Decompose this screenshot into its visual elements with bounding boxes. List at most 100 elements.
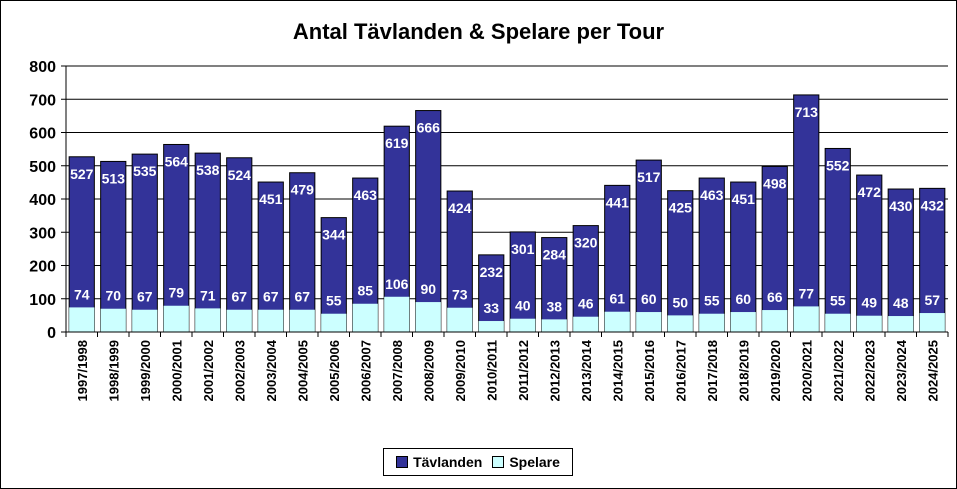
legend-swatch-tavlanden — [396, 456, 409, 468]
data-label-tavlanden: 425 — [669, 200, 693, 216]
data-label-spelare: 61 — [609, 291, 625, 307]
data-label-spelare: 55 — [704, 293, 720, 309]
x-tick-label: 1999/2000 — [138, 340, 153, 401]
bar-tavlanden — [919, 187, 946, 333]
data-label-tavlanden: 284 — [543, 247, 567, 263]
data-label-tavlanden: 451 — [732, 191, 756, 207]
x-tick-label: 2003/2004 — [264, 339, 279, 401]
data-label-tavlanden: 479 — [291, 182, 315, 198]
data-label-spelare: 85 — [357, 283, 373, 299]
bar-spelare — [384, 296, 410, 332]
x-tick-label: 1997/1998 — [75, 340, 90, 401]
bar-tavlanden — [194, 152, 221, 333]
x-tick-label: 2013/2014 — [579, 339, 594, 401]
bars — [68, 94, 946, 333]
bar-tavlanden — [131, 153, 158, 333]
bar-spelare — [195, 308, 221, 332]
x-tick-label: 2012/2013 — [547, 340, 562, 401]
bar-spelare — [289, 309, 315, 332]
data-label-spelare: 67 — [137, 289, 153, 305]
data-label-tavlanden: 451 — [259, 191, 283, 207]
x-tick-label: 2021/2022 — [831, 340, 846, 401]
legend-label-tavlanden: Tävlanden — [413, 454, 483, 470]
data-label-tavlanden: 524 — [228, 167, 252, 183]
x-tick-label: 1998/1999 — [106, 340, 121, 401]
bar-spelare — [352, 303, 378, 332]
bar-tavlanden — [730, 181, 757, 333]
data-label-tavlanden: 472 — [858, 184, 882, 200]
data-label-tavlanden: 564 — [165, 153, 189, 169]
data-label-spelare: 90 — [420, 281, 436, 297]
x-tick-label: 2016/2017 — [673, 340, 688, 401]
bar-spelare — [573, 316, 599, 332]
y-tick-label: 700 — [29, 92, 56, 109]
legend-item-tavlanden: Tävlanden — [396, 454, 482, 470]
x-tick-label: 2011/2012 — [516, 340, 531, 401]
data-label-tavlanden: 320 — [574, 235, 598, 251]
data-label-tavlanden: 552 — [826, 157, 850, 173]
y-tick-label: 0 — [47, 325, 56, 342]
bar-spelare — [699, 313, 725, 332]
bar-spelare — [100, 308, 126, 332]
data-label-spelare: 67 — [231, 289, 247, 305]
bar-tavlanden — [100, 160, 127, 333]
bar-spelare — [825, 313, 851, 332]
data-label-spelare: 55 — [830, 293, 846, 309]
bar-spelare — [667, 315, 693, 332]
data-label-spelare: 67 — [263, 289, 279, 305]
y-tick-label: 500 — [29, 159, 56, 176]
axes: 0 100 200 300 400 500 600 700 800 1997/1998 1998/1… — [29, 59, 949, 401]
x-tick-label: 2007/2008 — [390, 340, 405, 401]
data-label-tavlanden: 430 — [889, 198, 913, 214]
x-tick-label: 2006/2007 — [358, 340, 373, 401]
data-label-tavlanden: 666 — [417, 120, 441, 136]
x-tick-label: 2015/2016 — [642, 340, 657, 401]
bar-tavlanden — [509, 231, 536, 333]
data-label-spelare: 73 — [452, 287, 468, 303]
data-label-tavlanden: 538 — [196, 162, 220, 178]
x-tick-label: 2023/2024 — [894, 339, 909, 401]
bar-spelare — [478, 321, 504, 332]
x-tick-label: 2022/2023 — [862, 340, 877, 401]
data-label-spelare: 79 — [168, 285, 184, 301]
bar-spelare — [888, 316, 914, 332]
data-label-tavlanden: 463 — [700, 187, 724, 203]
data-label-tavlanden: 441 — [606, 194, 630, 210]
bar-spelare — [415, 302, 441, 332]
bar-spelare — [793, 306, 819, 332]
y-tick-label: 400 — [29, 192, 56, 209]
data-label-tavlanden: 713 — [795, 104, 819, 120]
bar-spelare — [163, 305, 189, 332]
bar-tavlanden — [478, 254, 505, 333]
bar-spelare — [919, 313, 945, 332]
bar-tavlanden — [667, 190, 694, 333]
x-tick-label: 2018/2019 — [736, 340, 751, 401]
y-tick-label: 600 — [29, 126, 56, 143]
data-label-tavlanden: 432 — [921, 197, 945, 213]
bar-tavlanden — [415, 110, 442, 333]
data-label-spelare: 46 — [578, 296, 594, 312]
bar-tavlanden — [68, 156, 95, 333]
data-label-spelare: 57 — [924, 292, 940, 308]
x-tick-label: 2019/2020 — [768, 340, 783, 401]
data-label-spelare: 38 — [546, 298, 562, 314]
data-label-spelare: 106 — [385, 276, 409, 292]
x-tick-label: 2014/2015 — [610, 340, 625, 401]
bar-tavlanden — [541, 237, 568, 333]
data-label-tavlanden: 301 — [511, 241, 535, 257]
data-label-spelare: 71 — [200, 287, 216, 303]
bar-tavlanden — [572, 225, 599, 333]
bar-spelare — [132, 309, 158, 332]
legend-label-spelare: Spelare — [509, 454, 560, 470]
legend-item-spelare: Spelare — [492, 454, 560, 470]
data-label-tavlanden: 232 — [480, 264, 504, 280]
bar-spelare — [447, 307, 473, 332]
bar-spelare — [730, 312, 756, 332]
chart-title: Antal Tävlanden & Spelare per Tour — [292, 19, 665, 44]
bar-spelare — [541, 319, 567, 332]
bar-spelare — [636, 312, 662, 332]
data-label-tavlanden: 535 — [133, 163, 157, 179]
data-label-spelare: 60 — [641, 291, 657, 307]
x-tick-label: 2009/2010 — [453, 340, 468, 401]
y-tick-label: 300 — [29, 225, 56, 242]
